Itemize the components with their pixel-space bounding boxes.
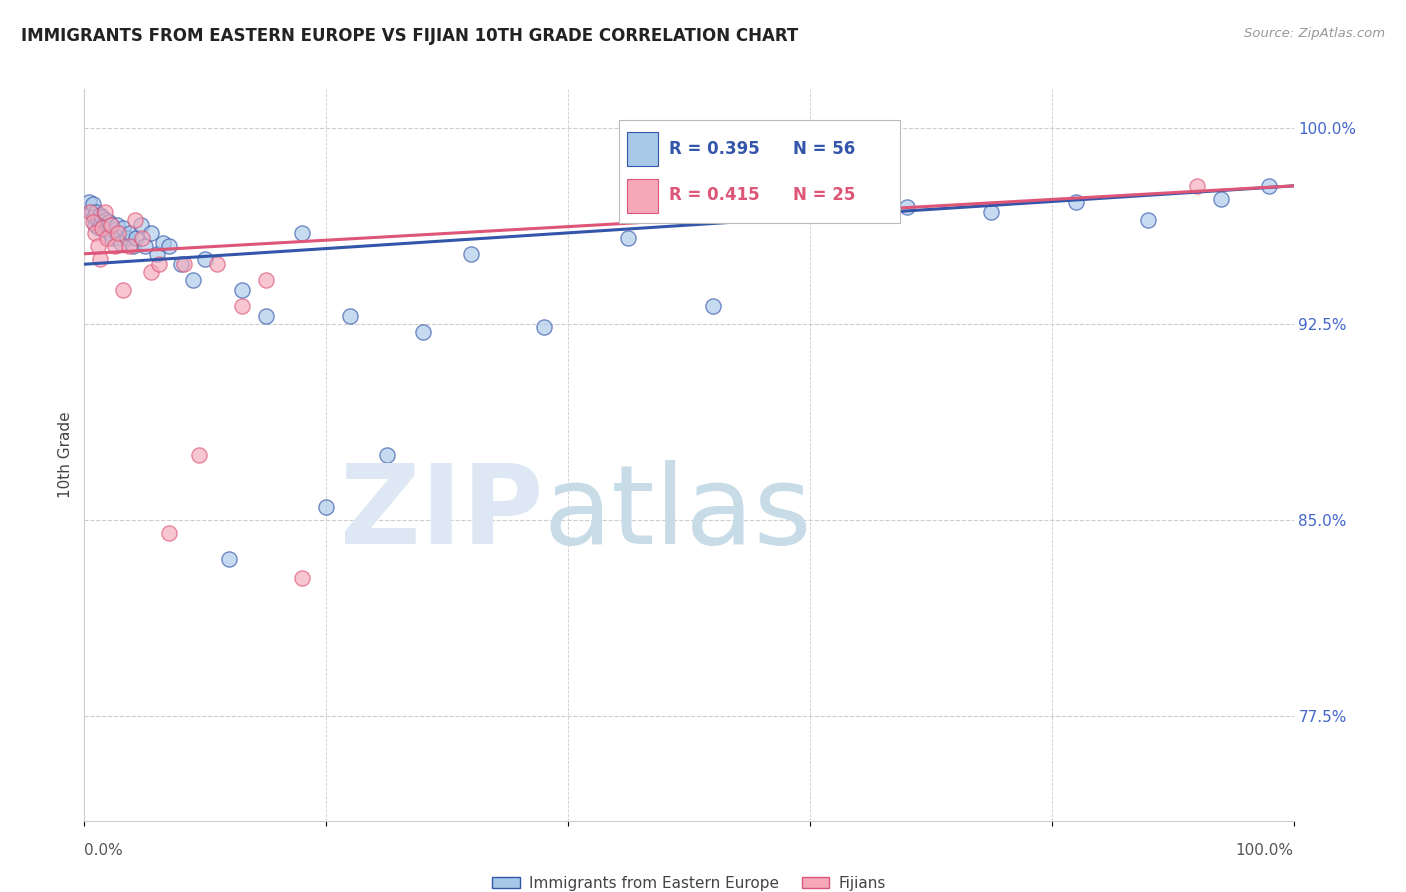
Point [91,211,114,225]
Point [181,273,204,287]
Point [533,320,555,334]
Text: IMMIGRANTS FROM EASTERN EUROPE VS FIJIAN 10TH GRADE CORRELATION CHART: IMMIGRANTS FROM EASTERN EUROPE VS FIJIAN… [21,27,799,45]
Point [80,205,103,219]
Point [86,205,108,219]
Text: N = 25: N = 25 [793,186,855,203]
Point [134,239,156,253]
Text: Source: ZipAtlas.com: Source: ZipAtlas.com [1244,27,1385,40]
Point [91,220,114,235]
Y-axis label: 10th Grade: 10th Grade [58,411,73,499]
Point [86,212,108,227]
Point [100,218,122,232]
Point [131,231,153,245]
Legend: Immigrants from Eastern Europe, Fijians: Immigrants from Eastern Europe, Fijians [486,870,891,892]
Point [412,325,434,339]
Point [118,239,141,253]
Point [1064,194,1087,209]
Point [375,448,398,462]
Text: N = 56: N = 56 [793,140,855,158]
Point [207,257,229,271]
Point [139,265,162,279]
Point [231,284,253,298]
Point [896,200,918,214]
Point [89,208,111,222]
Point [121,239,143,253]
Point [291,571,314,585]
Point [115,231,138,245]
Point [120,226,142,240]
Point [79,205,101,219]
Text: 0.0%: 0.0% [84,843,124,858]
Text: atlas: atlas [544,460,813,567]
Point [194,252,217,266]
Point [799,194,821,209]
Bar [627,132,658,166]
Text: ZIP: ZIP [340,460,544,567]
Point [93,218,115,232]
Point [112,284,135,298]
Point [90,215,112,229]
Point [157,239,180,253]
Point [84,218,107,232]
Point [146,247,169,261]
Point [105,218,128,232]
Point [86,239,108,253]
Point [231,299,253,313]
Point [112,220,135,235]
Point [188,448,211,462]
Point [980,205,1002,219]
Point [96,220,118,235]
Point [315,500,337,515]
Point [94,223,117,237]
Point [152,236,174,251]
Point [101,231,124,245]
Point [82,197,104,211]
Point [87,220,110,235]
Text: R = 0.415: R = 0.415 [669,186,759,203]
Point [254,310,277,324]
Point [125,231,148,245]
Point [617,231,640,245]
Point [148,257,170,271]
Point [254,273,277,287]
Point [291,226,314,240]
Point [89,252,111,266]
Point [1137,212,1160,227]
Point [100,218,122,232]
Point [83,211,105,225]
Point [1209,192,1232,206]
Point [110,236,132,251]
Point [107,226,129,240]
Point [218,552,240,566]
Point [94,212,117,227]
Point [97,215,120,229]
Point [94,205,117,219]
Point [1258,178,1281,193]
Point [98,226,121,240]
Point [104,239,127,253]
Point [107,231,129,245]
Text: 100.0%: 100.0% [1236,843,1294,858]
Point [339,310,361,324]
Point [170,257,193,271]
Point [96,231,118,245]
Point [173,257,195,271]
Point [157,526,180,541]
Bar [627,179,658,212]
Point [124,212,146,227]
Point [104,223,127,237]
Point [129,218,152,232]
Point [702,299,724,313]
Point [84,226,107,240]
Point [1185,178,1208,193]
Text: R = 0.395: R = 0.395 [669,140,761,158]
Point [460,247,482,261]
Point [77,194,100,209]
Point [82,215,104,229]
Point [139,226,162,240]
